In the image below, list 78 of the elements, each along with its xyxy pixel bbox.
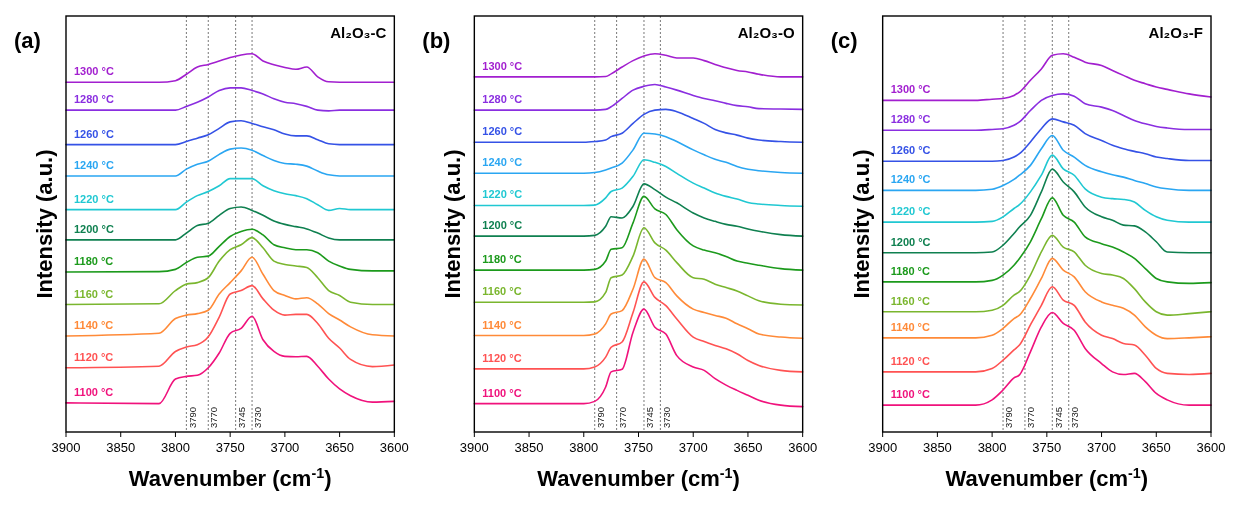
ref-line-label: 3745: [235, 406, 247, 428]
x-tick-label: 3850: [514, 440, 544, 455]
series-label: 1180 °C: [482, 253, 522, 266]
series-label: 1120 °C: [482, 351, 522, 364]
ref-line-label: 3770: [616, 406, 628, 428]
series-label: 1120 °C: [890, 354, 930, 367]
series-label: 1280 °C: [74, 93, 114, 106]
ref-line-label: 3790: [1003, 406, 1015, 428]
x-tick-label: 3750: [1032, 440, 1062, 455]
series-label: 1240 °C: [482, 156, 523, 169]
series-label: 1180 °C: [890, 264, 930, 277]
ref-line-label: 3770: [1025, 406, 1037, 428]
x-tick-label: 3800: [977, 440, 1007, 455]
x-tick-label: 3900: [459, 440, 489, 455]
x-tick-label: 3650: [1141, 440, 1171, 455]
series-label: 1240 °C: [74, 158, 114, 171]
x-tick-label: 3700: [678, 440, 708, 455]
x-tick-label: 3600: [1196, 440, 1226, 455]
x-tick-label: 3600: [788, 440, 818, 455]
x-tick-label: 3700: [1087, 440, 1117, 455]
series-label: 1200 °C: [890, 235, 931, 248]
series-label: 1140 °C: [74, 318, 114, 331]
chart-subtitle: Al₂O₃-O: [737, 24, 795, 41]
series-label: 1220 °C: [482, 188, 523, 201]
series-label: 1240 °C: [890, 173, 931, 186]
chart-subtitle: Al₂O₃-C: [330, 24, 387, 41]
ref-line-label: 3770: [208, 406, 220, 428]
ref-line-label: 3730: [660, 406, 672, 428]
series-label: 1300 °C: [890, 83, 931, 96]
ref-line-label: 3730: [1068, 406, 1080, 428]
series-label: 1120 °C: [74, 350, 114, 363]
x-tick-label: 3700: [270, 440, 300, 455]
y-axis-title: Intensity (a.u.): [848, 149, 874, 299]
series-label: 1220 °C: [890, 205, 931, 218]
series-label: 1160 °C: [74, 287, 114, 300]
series-label: 1280 °C: [890, 113, 931, 126]
chart-subtitle: Al₂O₃-F: [1148, 24, 1203, 41]
series-label: 1300 °C: [482, 59, 523, 72]
x-tick-label: 3600: [379, 440, 409, 455]
ref-line-label: 3730: [252, 406, 264, 428]
x-tick-label: 3650: [733, 440, 763, 455]
x-axis-title: Wavenumber (cm$^{-1}$): [128, 465, 332, 491]
x-tick-label: 3750: [215, 440, 245, 455]
x-tick-label: 3650: [325, 440, 355, 455]
ref-line-label: 3790: [186, 406, 198, 428]
y-axis-title: Intensity (a.u.): [32, 149, 57, 299]
series-label: 1140 °C: [482, 318, 522, 331]
ref-line-label: 3745: [644, 406, 656, 428]
series-label: 1100 °C: [890, 388, 930, 401]
chart-title: (a): [14, 28, 41, 53]
series-label: 1260 °C: [890, 144, 931, 157]
series-label: 1260 °C: [74, 127, 114, 140]
x-tick-label: 3750: [624, 440, 653, 455]
series-label: 1280 °C: [482, 93, 523, 106]
series-label: 1100 °C: [482, 386, 522, 399]
series-label: 1180 °C: [74, 255, 114, 268]
x-tick-label: 3850: [106, 440, 136, 455]
series-label: 1300 °C: [74, 65, 114, 78]
y-axis-title: Intensity (a.u.): [440, 149, 466, 299]
chart-title: (c): [830, 28, 858, 53]
ref-line-label: 3790: [594, 406, 606, 428]
x-tick-label: 3800: [160, 440, 190, 455]
x-tick-label: 3800: [569, 440, 599, 455]
x-tick-label: 3850: [922, 440, 952, 455]
x-tick-label: 3900: [868, 440, 898, 455]
series-label: 1220 °C: [74, 192, 114, 205]
ref-line-label: 3745: [1052, 406, 1064, 428]
x-axis-title: Wavenumber (cm$^{-1}$): [945, 465, 1149, 491]
x-axis-title: Wavenumber (cm$^{-1}$): [537, 465, 740, 491]
series-label: 1200 °C: [482, 219, 523, 232]
series-label: 1160 °C: [890, 294, 930, 307]
x-tick-label: 3900: [51, 440, 81, 455]
series-label: 1160 °C: [482, 285, 522, 298]
series-label: 1260 °C: [482, 125, 523, 138]
series-label: 1100 °C: [74, 385, 114, 398]
series-label: 1140 °C: [890, 320, 930, 333]
chart-title: (b): [422, 28, 451, 53]
series-label: 1200 °C: [74, 222, 114, 235]
